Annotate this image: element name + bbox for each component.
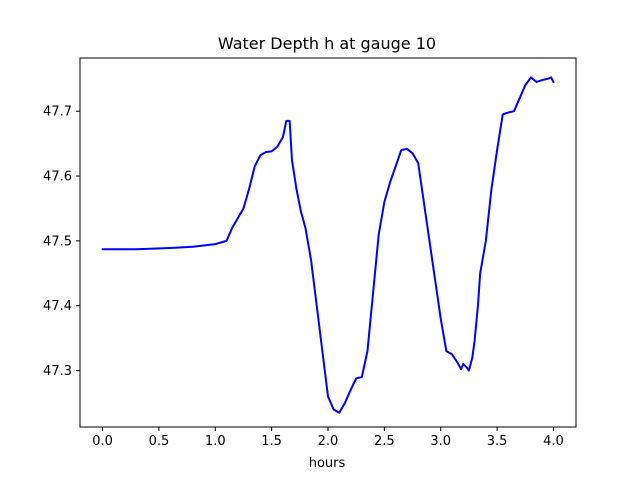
x-tick-label: 0.0 bbox=[92, 434, 113, 449]
plot-frame bbox=[79, 57, 577, 428]
plot-area: 0.0 0.5 1.0 1.5 2.0 2.5 3.0 3.5 4.0 47.3 47.4 47.5 4… bbox=[43, 57, 577, 449]
y-tick-label: 47.3 bbox=[43, 364, 72, 379]
x-tick-label: 1.0 bbox=[205, 434, 226, 449]
y-tick-label: 47.7 bbox=[43, 105, 72, 120]
x-tick-label: 3.5 bbox=[487, 434, 508, 449]
x-tick-label: 3.0 bbox=[430, 434, 451, 449]
x-axis-label: hours bbox=[309, 456, 346, 471]
series-line-0 bbox=[101, 76, 555, 414]
x-tick-label: 4.0 bbox=[543, 434, 564, 449]
y-tick-label: 47.5 bbox=[43, 234, 72, 249]
y-tick-label: 47.4 bbox=[43, 299, 72, 314]
x-tick-label: 2.5 bbox=[374, 434, 395, 449]
x-tick-label: 2.0 bbox=[318, 434, 339, 449]
y-tick-label: 47.6 bbox=[43, 170, 72, 185]
x-tick-label: 1.5 bbox=[261, 434, 282, 449]
chart-title: Water Depth h at gauge 10 bbox=[218, 34, 436, 53]
x-tick-label: 0.5 bbox=[149, 434, 170, 449]
